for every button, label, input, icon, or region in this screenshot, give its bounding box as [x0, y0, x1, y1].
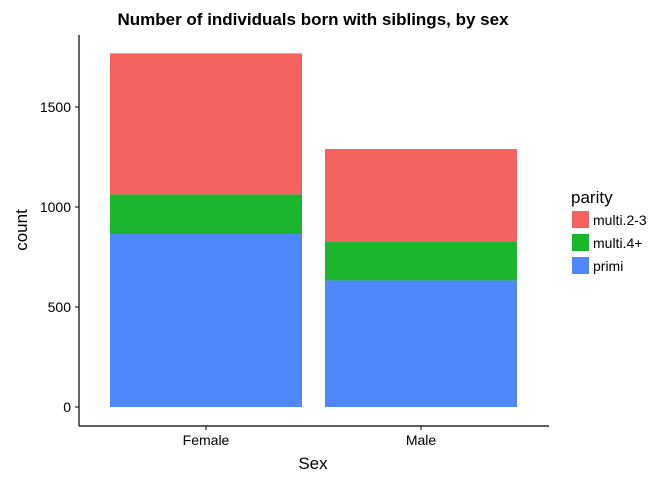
legend: parity multi.2-3 multi.4+ primi	[571, 188, 647, 274]
legend-key-primi	[572, 257, 589, 274]
x-tick-label: Female	[183, 432, 230, 448]
x-ticks-layer: Female Male	[183, 426, 437, 448]
y-axis-label: count	[12, 209, 31, 251]
y-tick-label: 1000	[40, 199, 71, 215]
bar-male-primi	[325, 280, 517, 407]
legend-key-multi-4	[572, 234, 589, 251]
bars-layer	[110, 53, 517, 407]
y-tick-label: 500	[48, 299, 72, 315]
x-axis-label: Sex	[298, 454, 328, 473]
bar-male-multi-4	[325, 242, 517, 281]
legend-key-multi-2-3	[572, 211, 589, 228]
legend-title: parity	[571, 188, 613, 207]
y-ticks-layer: 0 500 1000 1500	[40, 99, 79, 415]
legend-label: primi	[593, 258, 623, 274]
legend-label: multi.4+	[593, 235, 642, 251]
y-tick-label: 0	[63, 399, 71, 415]
bar-female-primi	[110, 234, 302, 407]
bar-male-multi-2-3	[325, 149, 517, 242]
bar-female-multi-2-3	[110, 53, 302, 195]
chart-title: Number of individuals born with siblings…	[117, 10, 509, 29]
legend-label: multi.2-3	[593, 212, 647, 228]
bar-female-multi-4	[110, 194, 302, 234]
x-tick-label: Male	[406, 432, 437, 448]
y-tick-label: 1500	[40, 99, 71, 115]
